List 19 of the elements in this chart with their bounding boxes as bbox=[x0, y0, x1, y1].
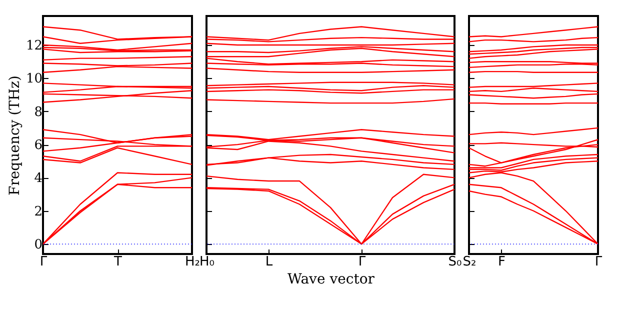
x-tick-label: L bbox=[265, 254, 274, 270]
x-tick-label: T bbox=[113, 254, 122, 270]
x-tick-label: S₀ bbox=[448, 254, 462, 270]
y-tick-label: 2 bbox=[34, 204, 42, 220]
y-axis-title: Frequency (THz) bbox=[6, 75, 23, 196]
x-tick-label: F bbox=[498, 254, 506, 270]
y-tick-label: 10 bbox=[26, 72, 42, 87]
y-tick-label: 12 bbox=[26, 38, 42, 54]
y-tick-label: 8 bbox=[34, 104, 42, 120]
x-tick-label: Γ bbox=[40, 254, 48, 270]
y-tick-label: 4 bbox=[34, 171, 42, 186]
x-tick-label: S₂ bbox=[462, 254, 476, 270]
x-tick-label: H₀ bbox=[200, 254, 214, 270]
y-tick-label: 6 bbox=[34, 138, 42, 154]
x-tick-label: Γ bbox=[594, 254, 603, 270]
y-tick-label: 0 bbox=[34, 238, 42, 253]
x-axis-title: Wave vector bbox=[288, 272, 375, 288]
x-tick-label: H₂ bbox=[185, 254, 200, 270]
x-tick-label: Γ bbox=[358, 254, 366, 270]
